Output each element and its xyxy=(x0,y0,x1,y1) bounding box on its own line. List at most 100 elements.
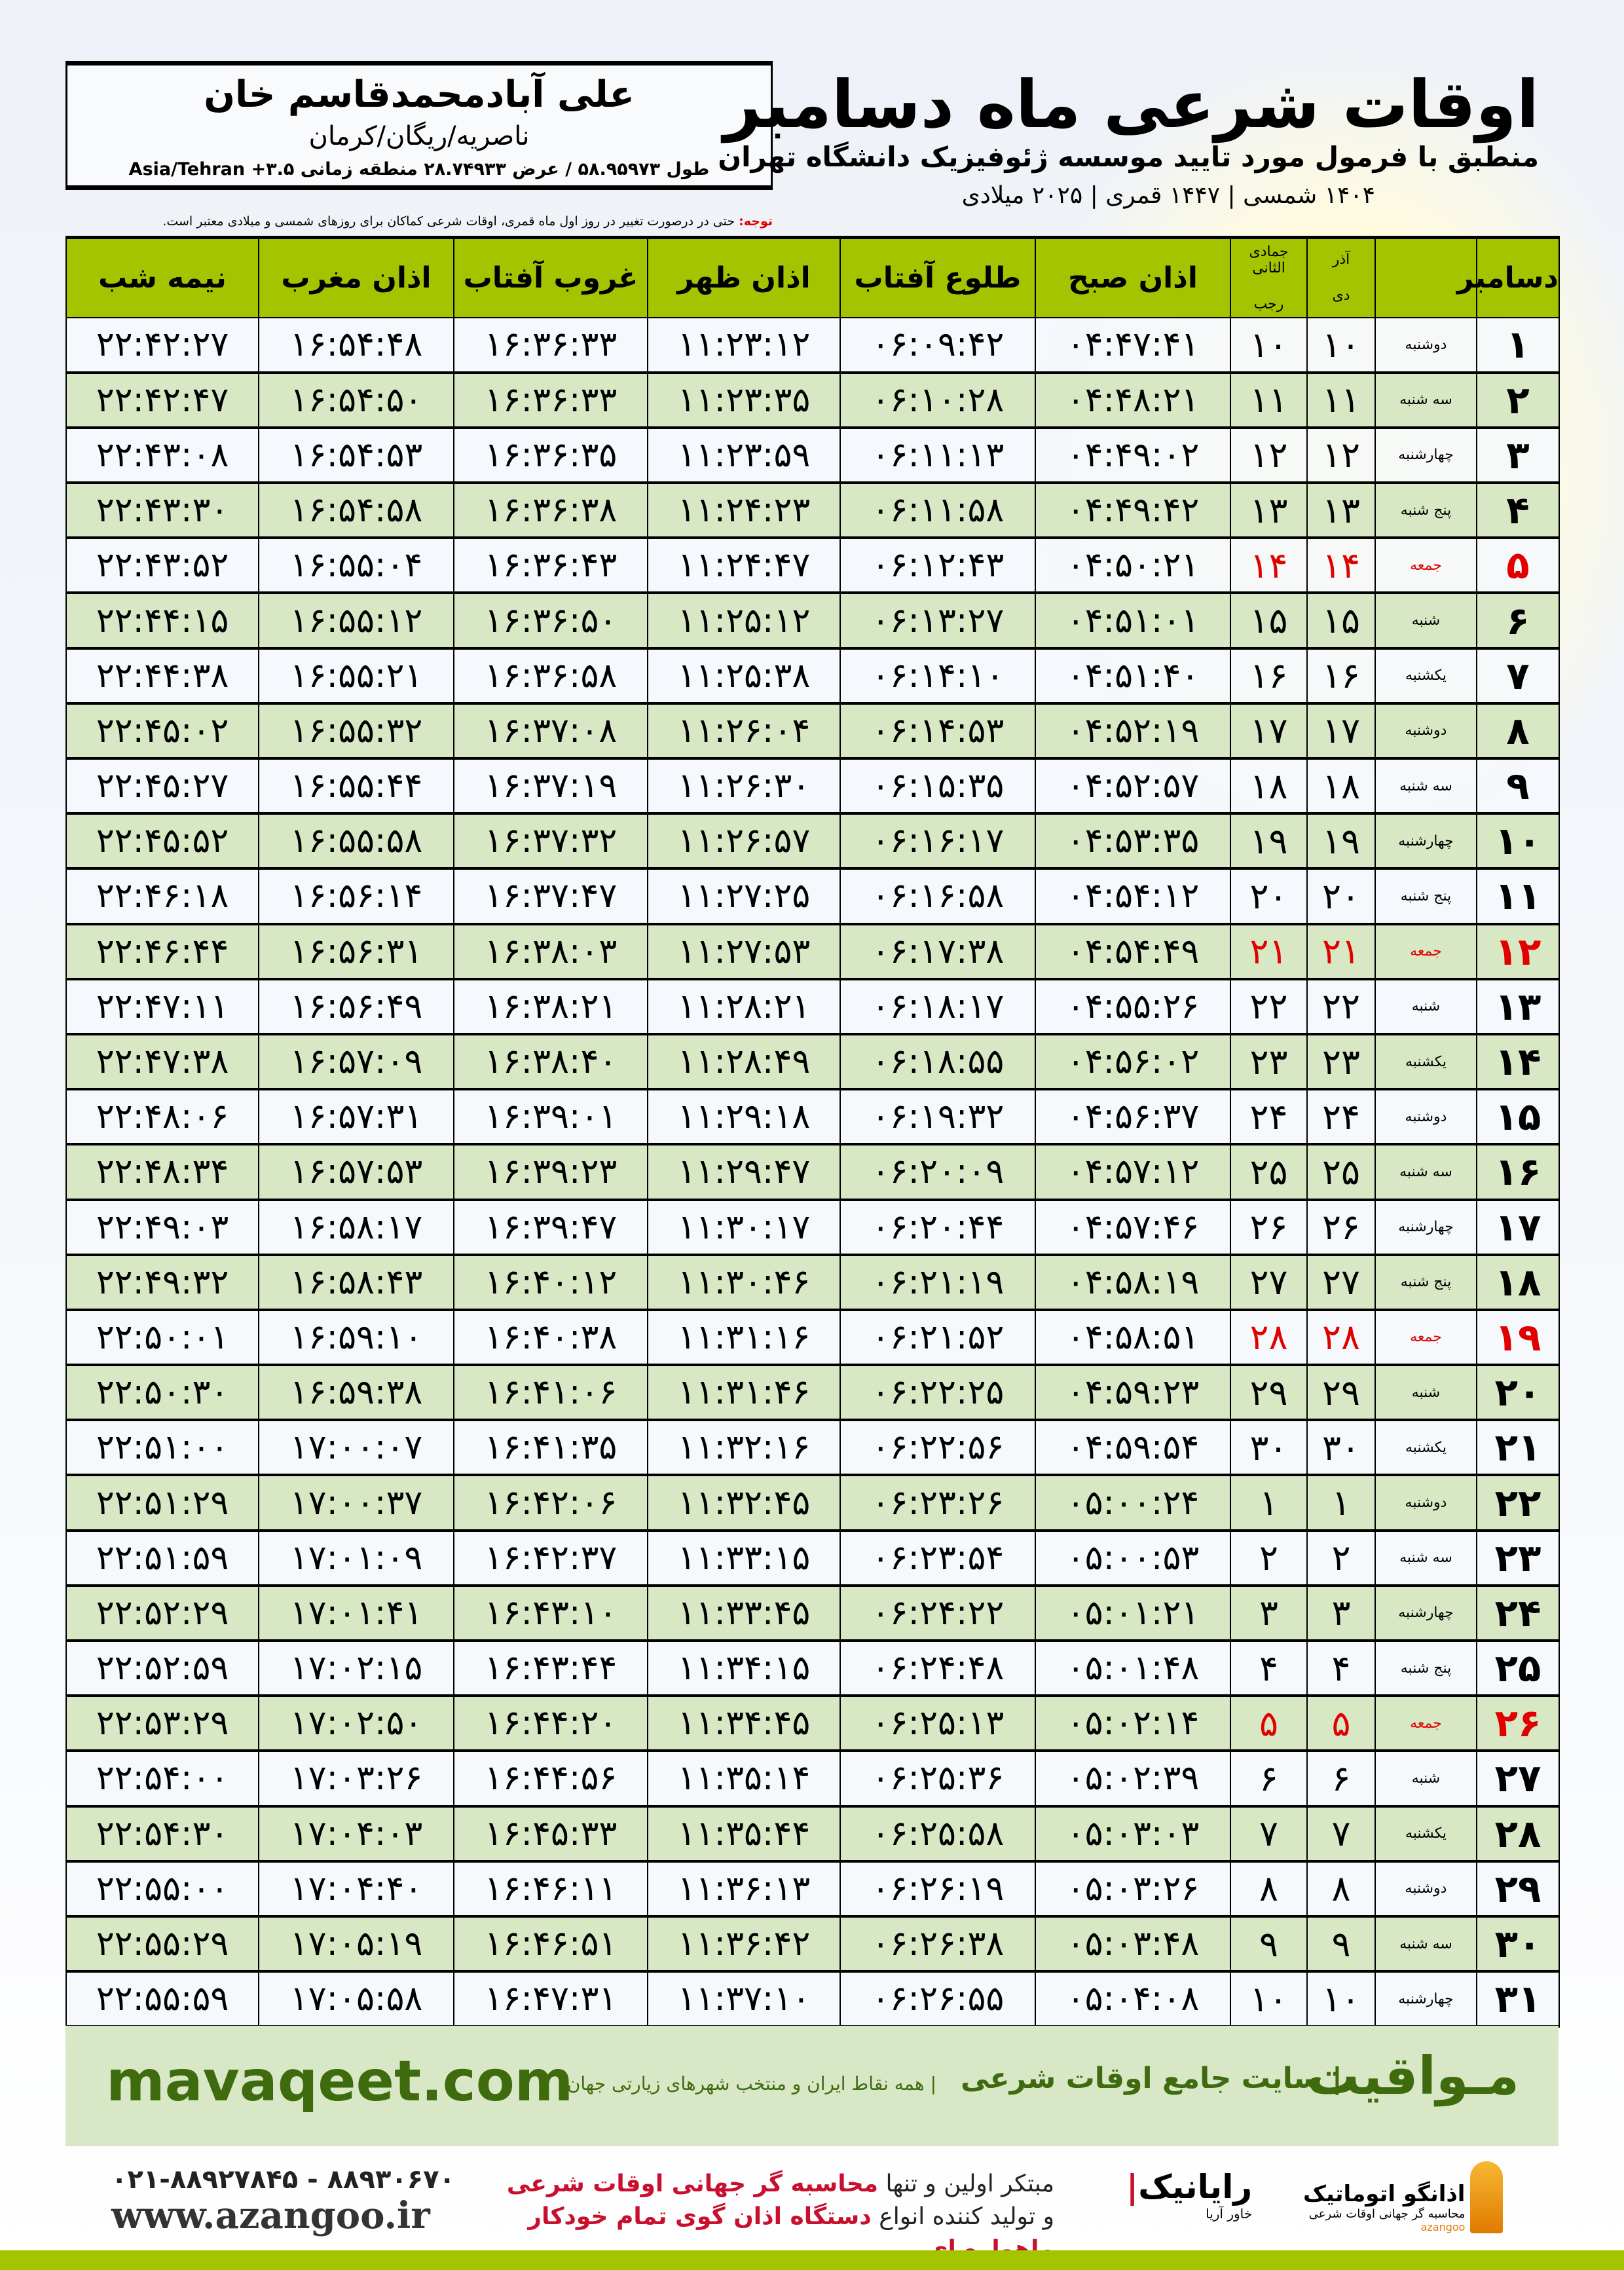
hijri-date: ۴ xyxy=(1230,1639,1308,1698)
shamsi-date: ۲۵ xyxy=(1306,1144,1376,1201)
weekday: دوشنبه xyxy=(1375,702,1477,760)
maghrib-time: ۱۷:۰۰:۰۷ xyxy=(258,1419,454,1477)
sunset-time: ۱۶:۴۶:۱۱ xyxy=(453,1860,648,1918)
midnight-time: ۲۲:۵۱:۰۰ xyxy=(65,1419,259,1477)
midnight-time: ۲۲:۴۸:۳۴ xyxy=(65,1144,259,1201)
sunset-time: ۱۶:۳۷:۳۲ xyxy=(453,813,648,870)
shamsi-date: ۲۴ xyxy=(1306,1088,1376,1146)
sunset-time: ۱۶:۳۶:۳۸ xyxy=(453,482,648,540)
fajr-time: ۰۴:۵۹:۲۳ xyxy=(1035,1364,1231,1422)
dhuhr-time: ۱۱:۳۶:۴۲ xyxy=(647,1915,841,1973)
maghrib-time: ۱۶:۵۸:۴۳ xyxy=(258,1254,454,1311)
hijri-date: ۹ xyxy=(1230,1915,1308,1973)
weekday: سه شنبه xyxy=(1375,1529,1477,1587)
hijri-date: ۱۲ xyxy=(1230,426,1308,485)
dhuhr-time: ۱۱:۲۶:۰۴ xyxy=(647,702,841,760)
midnight-time: ۲۲:۴۵:۰۲ xyxy=(65,702,259,760)
fajr-time: ۰۵:۰۳:۴۸ xyxy=(1035,1915,1231,1973)
sunrise-time: ۰۶:۲۳:۲۶ xyxy=(840,1474,1036,1532)
maghrib-time: ۱۶:۵۵:۵۸ xyxy=(258,813,454,870)
maghrib-time: ۱۶:۵۶:۱۴ xyxy=(258,868,454,925)
fajr-time: ۰۴:۵۸:۱۹ xyxy=(1035,1254,1231,1311)
day-number: ۲۰ xyxy=(1476,1364,1560,1422)
midnight-time: ۲۲:۴۲:۴۷ xyxy=(65,371,259,429)
table-row: ۲۵ پنج شنبه ۴ ۴ ۰۵:۰۱:۴۸ ۰۶:۲۴:۴۸ ۱۱:۳۴:۱۵ ۱۶:۴… xyxy=(65,1639,1560,1698)
day-number: ۲۳ xyxy=(1476,1529,1560,1587)
sunrise-time: ۰۶:۱۸:۱۷ xyxy=(840,978,1036,1035)
midnight-time: ۲۲:۵۵:۰۰ xyxy=(65,1860,259,1918)
midnight-time: ۲۲:۵۰:۰۱ xyxy=(65,1309,259,1367)
sunset-time: ۱۶:۳۷:۱۹ xyxy=(453,757,648,815)
sunset-time: ۱۶:۴۳:۱۰ xyxy=(453,1584,648,1643)
hijri-date: ۱۶ xyxy=(1230,647,1308,705)
promo-url[interactable]: mavaqeet.com xyxy=(106,2049,574,2114)
page-subtitle: منطبق با فرمول مورد تایید موسسه ژئوفیزیک… xyxy=(718,141,1539,173)
maghrib-time: ۱۶:۵۵:۳۲ xyxy=(258,702,454,760)
hijri-date: ۳۰ xyxy=(1230,1419,1308,1477)
midnight-time: ۲۲:۴۳:۵۲ xyxy=(65,537,259,595)
midnight-time: ۲۲:۴۶:۴۴ xyxy=(65,923,259,980)
day-number: ۱ xyxy=(1476,316,1560,374)
midnight-time: ۲۲:۵۲:۲۹ xyxy=(65,1584,259,1643)
dhuhr-time: ۱۱:۳۳:۱۵ xyxy=(647,1529,841,1587)
dhuhr-time: ۱۱:۳۱:۱۶ xyxy=(647,1309,841,1367)
dhuhr-time: ۱۱:۲۷:۲۵ xyxy=(647,868,841,925)
fajr-time: ۰۴:۵۷:۴۶ xyxy=(1035,1199,1231,1256)
fajr-time: ۰۴:۵۲:۵۷ xyxy=(1035,757,1231,815)
table-row: ۱۳ شنبه ۲۲ ۲۲ ۰۴:۵۵:۲۶ ۰۶:۱۸:۱۷ ۱۱:۲۸:۲۱ ۱۶:۳۸:… xyxy=(65,978,1560,1035)
fajr-time: ۰۴:۵۴:۱۲ xyxy=(1035,868,1231,925)
hijri-date: ۱۰ xyxy=(1230,316,1308,374)
table-row: ۲۳ سه شنبه ۲ ۲ ۰۵:۰۰:۵۳ ۰۶:۲۳:۵۴ ۱۱:۳۳:۱۵ ۱۶:۴۲… xyxy=(65,1529,1560,1587)
shamsi-date: ۲۶ xyxy=(1306,1199,1376,1256)
rayanik-logo: رایانیک| خاور آریا xyxy=(1126,2168,1253,2222)
day-number: ۲۸ xyxy=(1476,1805,1560,1863)
sunrise-time: ۰۶:۲۵:۵۸ xyxy=(840,1805,1036,1863)
shamsi-date: ۲۰ xyxy=(1306,868,1376,925)
midnight-time: ۲۲:۵۴:۳۰ xyxy=(65,1805,259,1863)
col-fajr: اذان صبح xyxy=(1035,236,1231,318)
midnight-time: ۲۲:۵۱:۲۹ xyxy=(65,1474,259,1532)
table-header: دسامبر آذر دی جمادی الثانی رجب اذان صبح طل… xyxy=(65,236,1560,318)
note: توجه: حتی در درصورت تغییر در روز اول ماه… xyxy=(65,214,773,229)
hijri-date: ۶ xyxy=(1230,1750,1308,1808)
shamsi-date: ۹ xyxy=(1306,1915,1376,1973)
shamsi-date: ۲۲ xyxy=(1306,978,1376,1035)
maghrib-time: ۱۷:۰۱:۴۱ xyxy=(258,1584,454,1643)
contact-website[interactable]: www.azangoo.ir xyxy=(111,2194,430,2237)
weekday: چهارشنبه xyxy=(1375,1971,1477,2028)
hijri-date: ۲ xyxy=(1230,1529,1308,1587)
table-row: ۹ سه شنبه ۱۸ ۱۸ ۰۴:۵۲:۵۷ ۰۶:۱۵:۳۵ ۱۱:۲۶:۳۰ ۱۶:۳… xyxy=(65,757,1560,815)
dhuhr-time: ۱۱:۲۴:۲۳ xyxy=(647,482,841,540)
dhuhr-time: ۱۱:۳۰:۱۷ xyxy=(647,1199,841,1256)
maghrib-time: ۱۶:۵۵:۴۴ xyxy=(258,757,454,815)
sunrise-time: ۰۶:۱۸:۵۵ xyxy=(840,1033,1036,1091)
day-number: ۹ xyxy=(1476,757,1560,815)
sunrise-time: ۰۶:۱۴:۱۰ xyxy=(840,647,1036,705)
day-number: ۲۷ xyxy=(1476,1750,1560,1808)
sunset-time: ۱۶:۳۹:۴۷ xyxy=(453,1199,648,1256)
shamsi-date: ۲ xyxy=(1306,1529,1376,1587)
promo-desc: | سایت جامع اوقات شرعی xyxy=(961,2062,1342,2095)
weekday: پنج شنبه xyxy=(1375,868,1477,925)
note-label: توجه: xyxy=(739,214,773,229)
table-row: ۱۲ جمعه ۲۱ ۲۱ ۰۴:۵۴:۴۹ ۰۶:۱۷:۳۸ ۱۱:۲۷:۵۳ ۱۶:۳۸:… xyxy=(65,923,1560,980)
sunrise-time: ۰۶:۱۴:۵۳ xyxy=(840,702,1036,760)
sunrise-time: ۰۶:۱۱:۵۸ xyxy=(840,482,1036,540)
sunrise-time: ۰۶:۲۵:۱۳ xyxy=(840,1695,1036,1753)
day-number: ۲۶ xyxy=(1476,1695,1560,1753)
sunset-time: ۱۶:۴۷:۳۱ xyxy=(453,1971,648,2028)
weekday: جمعه xyxy=(1375,923,1477,980)
hijri-date: ۲۸ xyxy=(1230,1309,1308,1367)
shamsi-date: ۱۹ xyxy=(1306,813,1376,870)
midnight-time: ۲۲:۴۹:۳۲ xyxy=(65,1254,259,1311)
hijri-date: ۲۴ xyxy=(1230,1088,1308,1146)
weekday: سه شنبه xyxy=(1375,757,1477,815)
weekday: دوشنبه xyxy=(1375,316,1477,374)
midnight-time: ۲۲:۴۹:۰۳ xyxy=(65,1199,259,1256)
hijri-date: ۲۶ xyxy=(1230,1199,1308,1256)
table-row: ۱ دوشنبه ۱۰ ۱۰ ۰۴:۴۷:۴۱ ۰۶:۰۹:۴۲ ۱۱:۲۳:۱۲ ۱۶:۳۶… xyxy=(65,316,1560,374)
fajr-time: ۰۵:۰۰:۲۴ xyxy=(1035,1474,1231,1532)
day-number: ۱۸ xyxy=(1476,1254,1560,1311)
day-number: ۲۱ xyxy=(1476,1419,1560,1477)
col-hijri: جمادی الثانی رجب xyxy=(1230,236,1308,318)
